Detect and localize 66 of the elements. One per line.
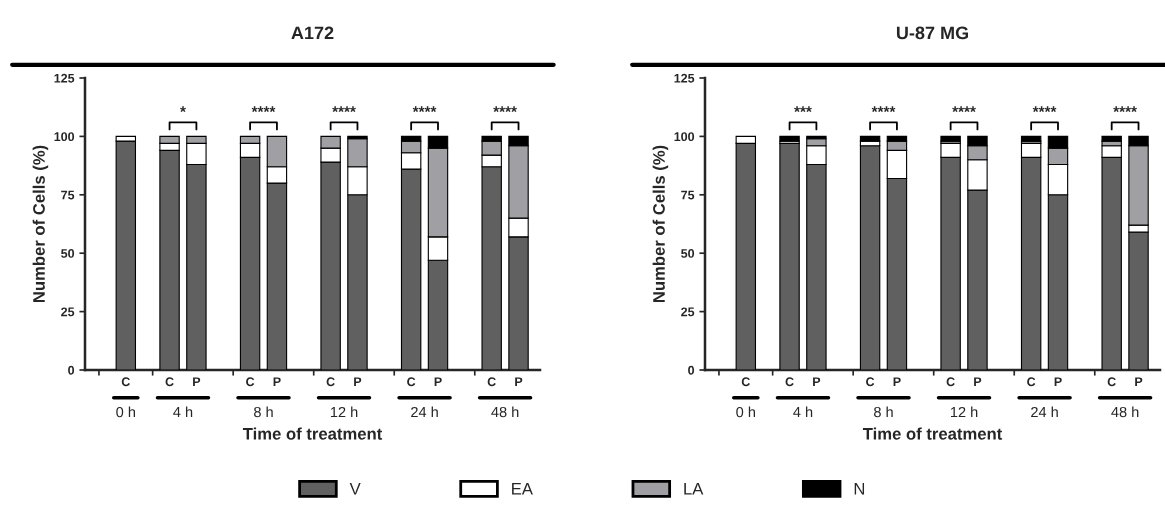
x-tick-label: P — [273, 377, 281, 386]
annotation: *** — [794, 106, 812, 113]
annotation: **** — [251, 106, 276, 113]
x-tick-label: C — [326, 377, 335, 387]
x-tick-label: C — [246, 377, 255, 387]
annotation: **** — [1032, 106, 1057, 113]
y-tick-label: 100 — [54, 132, 75, 142]
x-tick-label: C — [785, 377, 794, 387]
x-tick-label: C — [487, 377, 496, 387]
annotation: **** — [1113, 106, 1137, 113]
y-tick-label: 50 — [61, 249, 75, 258]
x-tick-label: C — [121, 377, 130, 387]
text: 12 h — [950, 406, 978, 418]
x-tick-label: P — [813, 377, 821, 386]
annotation: **** — [952, 106, 976, 113]
annotation: **** — [332, 106, 356, 113]
x-tick-label: C — [866, 377, 875, 387]
y-tick-label: 0 — [688, 365, 695, 375]
text: 8 h — [254, 406, 273, 418]
y-tick-label: 0 — [68, 365, 75, 375]
text: 8 h — [874, 406, 893, 418]
x-tick-label: P — [354, 377, 362, 386]
annotation: **** — [871, 106, 896, 113]
annotation: * — [180, 106, 186, 113]
legend-label: V — [349, 483, 361, 495]
x-tick-label: P — [1135, 377, 1143, 386]
text: 4 h — [173, 406, 193, 418]
x-tick-label: P — [515, 377, 523, 386]
x-tick-label: C — [741, 377, 750, 387]
y-axis-title: Number of Cells (%) — [32, 145, 49, 303]
y-tick-label: 100 — [674, 132, 695, 142]
x-tick-label: C — [946, 377, 955, 387]
y-tick-label: 75 — [61, 190, 75, 200]
x-tick-label: P — [193, 377, 201, 386]
y-tick-label: 50 — [681, 249, 695, 258]
chart-title: A172 — [291, 26, 334, 40]
y-tick-label: 75 — [681, 190, 695, 200]
legend-label: N — [854, 483, 865, 495]
text: 24 h — [1031, 406, 1058, 418]
annotation: **** — [412, 106, 437, 113]
x-tick-label: P — [893, 377, 901, 386]
x-tick-label: C — [407, 377, 416, 387]
x-tick-label: P — [974, 377, 982, 386]
y-tick-label: 25 — [681, 307, 695, 317]
x-tick-label: C — [1107, 377, 1116, 387]
text: 4 h — [793, 406, 813, 418]
y-tick-label: 25 — [61, 307, 75, 317]
y-tick-label: 125 — [674, 73, 695, 83]
text: 24 h — [411, 406, 438, 418]
legend-label: LA — [684, 483, 704, 495]
text: 48 h — [1111, 406, 1139, 418]
text: 0 h — [116, 406, 135, 418]
x-axis-title: Time of treatment — [862, 427, 1003, 440]
x-tick-label: P — [434, 377, 442, 386]
x-axis-title: Time of treatment — [242, 427, 383, 440]
x-tick-label: C — [165, 377, 174, 387]
y-axis-title: Number of Cells (%) — [652, 145, 669, 303]
y-tick-label: 125 — [54, 73, 75, 83]
text: 48 h — [491, 406, 519, 418]
x-tick-label: P — [1054, 377, 1062, 386]
chart-title: U-87 MG — [896, 26, 968, 40]
text: 12 h — [330, 406, 358, 418]
text: 0 h — [736, 406, 755, 418]
x-tick-label: C — [1027, 377, 1036, 387]
legend-label: EA — [512, 483, 533, 495]
annotation: **** — [493, 106, 517, 113]
